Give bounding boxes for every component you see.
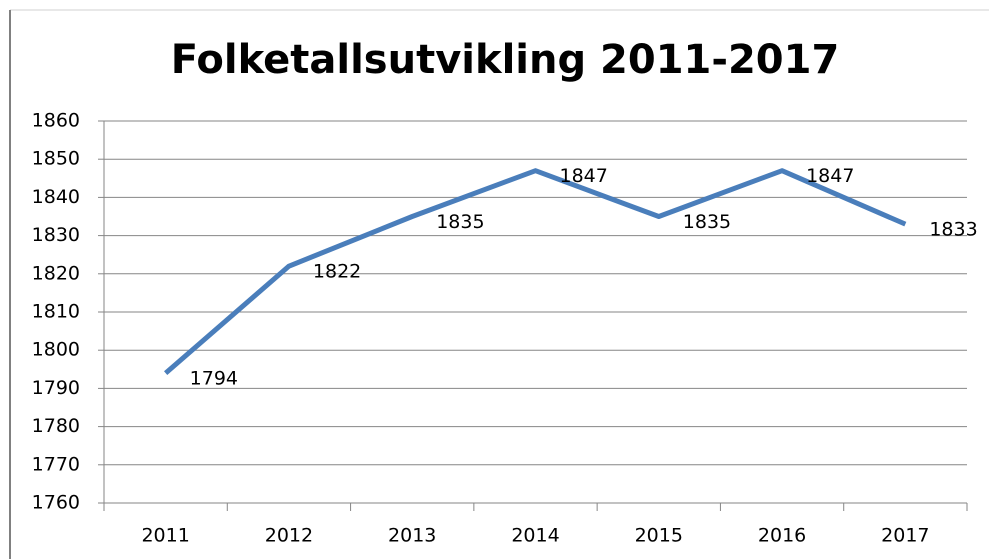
- y-tick-label: 1790: [32, 377, 80, 399]
- x-tick-label: 2011: [141, 525, 189, 547]
- x-tick-label: 2016: [758, 525, 806, 547]
- data-line: [164, 168, 907, 376]
- y-tick-label: 1840: [32, 186, 80, 208]
- y-tick-label: 1820: [32, 262, 80, 284]
- data-label: 1833: [929, 219, 977, 241]
- y-tick-label: 1810: [32, 301, 80, 323]
- data-label: 1822: [313, 261, 361, 283]
- x-tick-label: 2012: [265, 525, 313, 547]
- data-label: 1835: [436, 211, 484, 233]
- y-tick-label: 1780: [32, 415, 80, 437]
- x-tick-label: 2015: [635, 525, 683, 547]
- x-tick-label: 2014: [511, 525, 559, 547]
- data-label: 1835: [683, 211, 731, 233]
- y-tick-label: 1850: [32, 148, 80, 170]
- data-label: 1847: [560, 165, 608, 187]
- y-tick-label: 1800: [32, 339, 80, 361]
- y-tick-label: 1860: [32, 110, 80, 132]
- y-tick-label: 1770: [32, 453, 80, 475]
- y-tick-label: 1830: [32, 224, 80, 246]
- y-tick-label: 1760: [32, 492, 80, 514]
- x-tick-label: 2013: [388, 525, 436, 547]
- data-label: 1794: [190, 368, 238, 390]
- x-tick-label: 2017: [881, 525, 929, 547]
- chart-title: Folketallsutvikling 2011-2017: [171, 37, 840, 83]
- data-label: 1847: [806, 165, 854, 187]
